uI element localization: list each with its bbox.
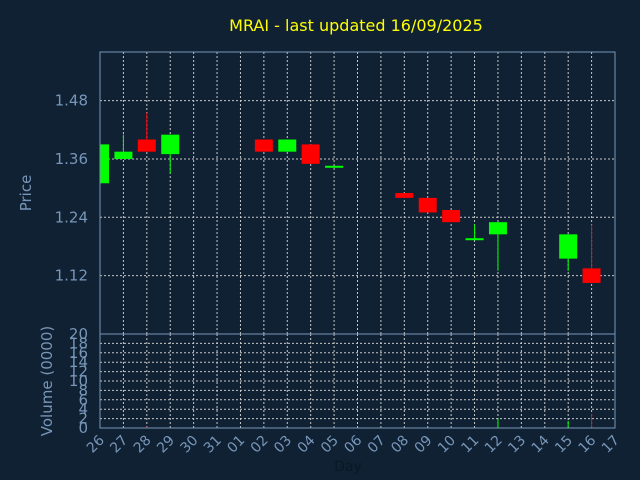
price-tick-label: 1.12 — [55, 267, 88, 285]
volume-frame — [99, 333, 616, 429]
price-tick-label: 1.36 — [55, 150, 88, 168]
volume-tick-label: 14 — [69, 353, 88, 371]
volume-axis-label: Volume (0000) — [38, 326, 56, 436]
candle-09 — [418, 197, 437, 213]
candles — [99, 112, 601, 283]
candle-body — [325, 165, 344, 168]
volume-tick-label: 10 — [69, 372, 88, 390]
candle-body — [465, 238, 484, 241]
volume-tick-label: 0 — [78, 419, 88, 437]
candle-body — [161, 134, 180, 155]
candle-12 — [488, 222, 507, 271]
volume-tick-label: 20 — [69, 325, 88, 343]
x-tick-labels: 26 27 28 29 30 31 01 02 03 04 05 06 07 08 09 10 11 12 13 14… — [84, 432, 623, 456]
candle-body — [114, 151, 133, 159]
candle-body — [278, 139, 297, 152]
price-axis-label: Price — [17, 175, 35, 212]
volume-tick-label: 18 — [69, 334, 88, 352]
candle-04 — [301, 144, 320, 164]
volume-tick-label: 16 — [69, 344, 88, 362]
candle-03 — [278, 139, 297, 152]
volume-tick-label: 4 — [78, 400, 88, 418]
candle-26 — [99, 144, 109, 184]
volume-grid — [100, 334, 615, 428]
candle-10 — [442, 210, 461, 223]
volume-tick-label: 6 — [78, 391, 88, 409]
candle-body — [488, 222, 507, 235]
candle-body — [582, 268, 601, 283]
candle-body — [418, 197, 437, 213]
candle-body — [254, 139, 273, 152]
candle-29 — [161, 134, 180, 174]
volume-tick-label: 12 — [69, 363, 88, 381]
price-y-ticks: 1.12 1.24 1.36 1.48 — [55, 92, 88, 285]
candle-body — [559, 234, 578, 259]
candle-body — [137, 139, 156, 152]
candle-28 — [137, 112, 156, 152]
candle-body — [442, 210, 461, 223]
volume-tick-label: 8 — [78, 381, 88, 399]
candle-body — [395, 193, 414, 198]
volume-tick-label: 2 — [78, 410, 88, 428]
price-panel: 1.12 1.24 1.36 1.48 Price — [17, 51, 616, 335]
chart-title: MRAI - last updated 16/09/2025 — [229, 16, 483, 35]
candle-15 — [559, 234, 578, 271]
candle-11 — [465, 224, 484, 241]
x-axis-label: Day — [334, 459, 362, 475]
candle-05 — [325, 165, 344, 168]
candle-16 — [582, 224, 601, 283]
candle-02 — [254, 139, 273, 152]
price-tick-label: 1.48 — [55, 92, 88, 110]
candle-27 — [114, 134, 133, 159]
candle-08 — [395, 193, 414, 198]
candle-body — [301, 144, 320, 164]
price-tick-label: 1.24 — [55, 208, 88, 226]
candle-body — [100, 144, 109, 184]
